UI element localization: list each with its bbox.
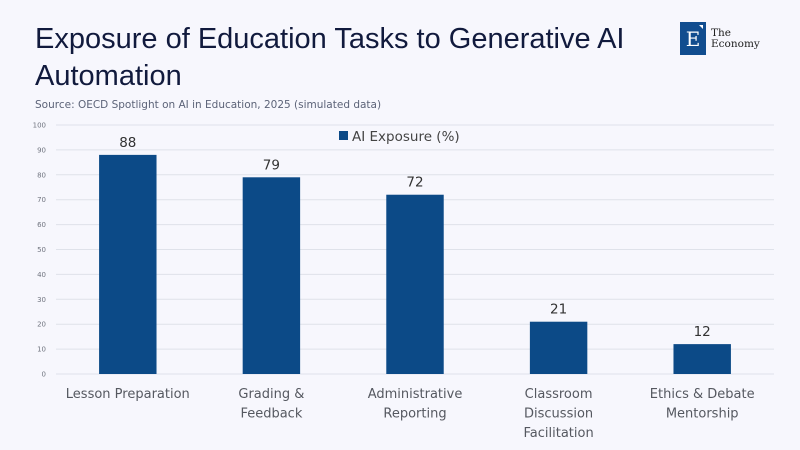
- source-note: Source: OECD Spotlight on AI in Educatio…: [35, 99, 382, 111]
- x-tick-label-line: Reporting: [383, 407, 446, 422]
- x-tick-label-line: Feedback: [240, 407, 302, 422]
- x-tick-label: Administrative Reporting: [368, 387, 463, 422]
- x-tick-label-line: Lesson Preparation: [66, 387, 190, 402]
- data-label: 21: [550, 302, 567, 318]
- y-tick-label: 100: [33, 122, 46, 130]
- bars: [99, 154, 731, 374]
- data-labels: 88 79 72 21 12: [119, 135, 711, 340]
- data-label: 88: [119, 135, 136, 151]
- chart-title: Exposure of Education Tasks to Generativ…: [35, 23, 625, 92]
- logo-mark: E: [680, 22, 706, 55]
- y-tick-label: 10: [37, 346, 46, 354]
- bar: [99, 154, 157, 374]
- legend-swatch: [339, 131, 348, 140]
- y-tick-label: 90: [37, 146, 46, 154]
- y-tick-label: 0: [42, 371, 46, 379]
- logo-line-1: The: [711, 26, 731, 39]
- logo-letter: E: [685, 26, 701, 51]
- x-tick-label-line: Discussion: [524, 407, 593, 422]
- legend: AI Exposure (%): [339, 129, 460, 145]
- data-label: 79: [263, 157, 280, 173]
- the-economy-logo: E The Economy: [680, 22, 760, 55]
- bar: [242, 177, 301, 374]
- y-tick-label: 50: [37, 246, 46, 254]
- x-tick-label: Grading & Feedback: [238, 387, 304, 422]
- data-label: 12: [694, 324, 711, 340]
- legend-label: AI Exposure (%): [352, 129, 460, 145]
- x-axis-labels: Lesson Preparation Grading & Feedback Admin…: [66, 387, 755, 441]
- x-tick-label-line: Grading &: [238, 387, 304, 402]
- data-label: 72: [406, 175, 423, 191]
- y-tick-label: 20: [37, 321, 46, 329]
- y-tick-label: 30: [37, 296, 46, 304]
- bar: [673, 344, 731, 374]
- bar: [529, 321, 588, 374]
- logo-wordmark: The Economy: [711, 26, 760, 50]
- x-tick-label-line: Mentorship: [666, 407, 739, 422]
- y-axis-ticks: 0 10 20 30 40 50 60 70 80 90 100: [33, 122, 46, 379]
- x-tick-label-line: Ethics & Debate: [650, 387, 755, 402]
- x-tick-label: Classroom Discussion Facilitation: [523, 387, 593, 441]
- y-tick-label: 60: [37, 221, 46, 229]
- x-tick-label: Ethics & Debate Mentorship: [650, 387, 755, 422]
- bar: [386, 194, 444, 374]
- x-tick-label: Lesson Preparation: [66, 387, 190, 402]
- x-tick-label-line: Administrative: [368, 387, 463, 402]
- y-tick-label: 40: [37, 271, 46, 279]
- x-tick-label-line: Classroom: [525, 387, 593, 402]
- logo-line-2: Economy: [711, 37, 760, 50]
- x-tick-label-line: Facilitation: [523, 426, 593, 441]
- y-tick-label: 80: [37, 171, 46, 179]
- y-tick-label: 70: [37, 196, 46, 204]
